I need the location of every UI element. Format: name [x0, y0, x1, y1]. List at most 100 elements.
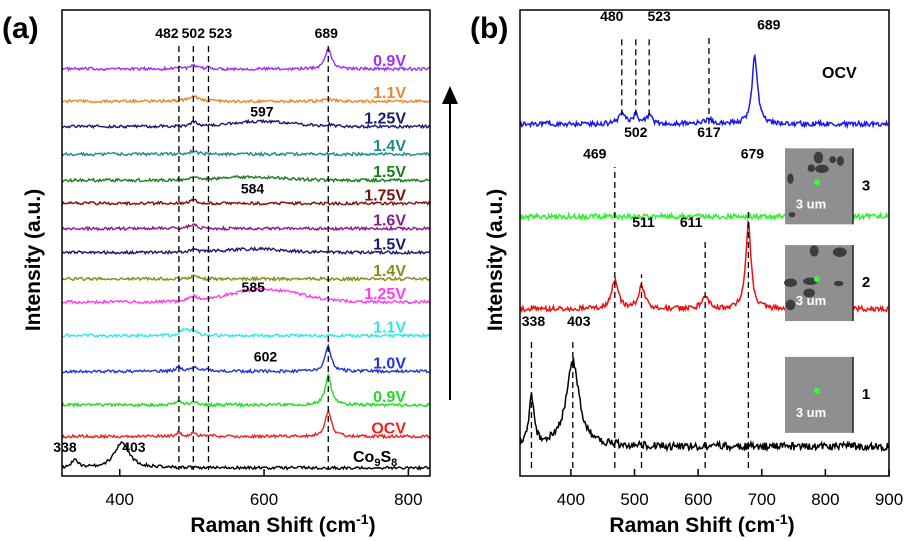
peak-label-a-3: 689	[315, 25, 339, 41]
panel-b-ocv-label: OCV	[822, 65, 857, 82]
voltage-label-a-5: 1.75V	[364, 187, 406, 204]
voltage-label-a-4: 1.5V	[373, 164, 406, 181]
panel-b-plot-frame	[519, 9, 890, 477]
voltage-label-a-12: 0.9V	[373, 389, 406, 406]
peak-label-a-6: 585	[242, 279, 266, 295]
inset-particle	[787, 173, 794, 184]
panel-a-x-axis-unit: (cm	[319, 514, 356, 537]
co9s8-sub2: 8	[391, 457, 397, 469]
peak-label-a-0: 482	[155, 25, 179, 41]
panel-b-label: (b)	[470, 12, 508, 45]
series-line-a-12	[61, 372, 431, 408]
panel-a-dashed-lines	[178, 46, 329, 470]
peak-label-b-7: 611	[680, 214, 703, 230]
inset-particle	[815, 164, 829, 174]
inset-number-2: 2	[862, 274, 870, 291]
laser-spot-icon	[814, 276, 820, 283]
peak-label-b-9: 338	[522, 313, 546, 329]
series-line-a-3	[61, 148, 431, 158]
voltage-label-a-2: 1.25V	[364, 110, 406, 127]
inset-particle	[813, 151, 824, 164]
panel-a-x-axis-label-main: Raman Shift	[190, 514, 318, 537]
voltage-label-a-3: 1.4V	[373, 138, 406, 155]
panel-b-x-axis-unit: (cm	[738, 514, 775, 537]
inset-particle	[809, 245, 819, 257]
inset-particle	[785, 299, 796, 311]
series-line-b-3	[519, 357, 890, 453]
x-tick-label-b-1: 500	[620, 490, 648, 509]
up-arrow-icon	[442, 86, 458, 400]
panel-a-peak-labels: 482 502 523 689 597 584 585 602 338 403	[53, 25, 338, 455]
x-tick-label-a-0: 400	[106, 490, 134, 509]
voltage-label-a-10: 1.1V	[373, 320, 406, 337]
panel-a-y-axis-label: Intensity (a.u.)	[22, 189, 45, 331]
voltage-label-a-0: 0.9V	[373, 53, 406, 70]
laser-spot-icon	[814, 387, 820, 394]
inset-particle	[833, 280, 844, 287]
panel-a-voltage-labels: 0.9V 1.1V 1.25V 1.4V 1.5V 1.75V 1.6V 1.5V 1.4V 1.…	[364, 53, 406, 437]
inset-particle	[832, 247, 847, 258]
series-line-a-11	[61, 343, 431, 375]
panel-b-peak-labels: 480 502 523 617 689 469 511 611 679 338 403	[522, 8, 781, 329]
panel-b-y-axis-label: Intensity (a.u.)	[484, 189, 507, 331]
peak-label-b-8: 679	[741, 145, 765, 161]
voltage-label-a-7: 1.5V	[373, 236, 406, 253]
inset-particle	[829, 156, 837, 164]
voltage-label-a-11: 1.0V	[373, 355, 406, 372]
peak-label-b-5: 469	[583, 145, 607, 161]
series-line-a-4	[61, 174, 431, 184]
panel-a-x-axis-ticks: 400 600 800	[106, 469, 423, 509]
inset-particle	[784, 278, 798, 288]
series-line-a-13	[61, 408, 431, 440]
inset-scale-label-2: 3 um	[796, 293, 826, 308]
panel-a-co9s8-label: Co9S8	[353, 449, 397, 469]
x-tick-label-b-0: 400	[557, 490, 585, 509]
voltage-label-a-6: 1.6V	[373, 213, 406, 230]
laser-spot-icon	[814, 179, 820, 186]
series-line-a-10	[61, 327, 431, 339]
voltage-label-a-8: 1.4V	[373, 263, 406, 280]
panel-a-series	[61, 48, 431, 471]
peak-label-a-2: 523	[209, 25, 233, 41]
peak-label-b-0: 480	[600, 8, 624, 24]
peak-label-a-8: 338	[53, 439, 77, 455]
series-line-a-9	[61, 287, 431, 305]
peak-label-b-3: 617	[697, 124, 721, 140]
panel-b-x-axis-unit-sup: -1	[775, 511, 788, 527]
panel-b-x-axis-label: Raman Shift (cm-1)	[609, 511, 794, 537]
series-line-b-0	[519, 54, 889, 130]
co9s8-sub1: 9	[374, 457, 380, 469]
x-tick-label-a-2: 800	[394, 490, 422, 509]
inset-scale-label-1: 3 um	[796, 405, 826, 420]
peak-label-a-4: 597	[250, 103, 274, 119]
panel-b-dashed-lines	[530, 38, 750, 468]
peak-label-b-1: 502	[624, 124, 648, 140]
panel-a-plot-frame	[61, 9, 431, 477]
series-line-a-5	[61, 198, 431, 207]
peak-label-a-7: 602	[254, 348, 278, 364]
co9s8-base: Co	[353, 449, 375, 466]
inset-image-1: 3 um 1	[785, 356, 870, 433]
peak-label-b-6: 511	[632, 214, 655, 230]
series-line-a-7	[61, 245, 431, 256]
panel-b: (b) Intensity (a.u.) Raman Shift (cm-1) …	[470, 8, 903, 537]
inset-scale-label-3: 3 um	[796, 196, 826, 211]
peak-label-b-10: 403	[567, 313, 591, 329]
inset-particle	[807, 164, 816, 173]
x-tick-label-b-2: 600	[684, 490, 712, 509]
x-tick-label-a-1: 600	[250, 490, 278, 509]
peak-label-a-5: 584	[241, 180, 265, 196]
series-line-a-6	[61, 223, 431, 232]
x-tick-label-b-4: 800	[811, 490, 839, 509]
series-line-a-2	[61, 118, 431, 130]
voltage-label-a-9: 1.25V	[364, 286, 406, 303]
peak-label-b-4: 689	[757, 16, 781, 32]
inset-particle	[836, 156, 844, 166]
peak-label-a-9: 403	[122, 439, 146, 455]
panel-a: (a) Intensity (a.u.) Raman Shift (cm-1) …	[2, 9, 458, 537]
panel-b-x-axis-ticks: 400 500 600 700 800 900	[557, 469, 903, 509]
x-tick-label-b-5: 900	[875, 490, 903, 509]
inset-image-2: 3 um 2	[784, 245, 870, 322]
co9s8-mid: S	[380, 449, 391, 466]
